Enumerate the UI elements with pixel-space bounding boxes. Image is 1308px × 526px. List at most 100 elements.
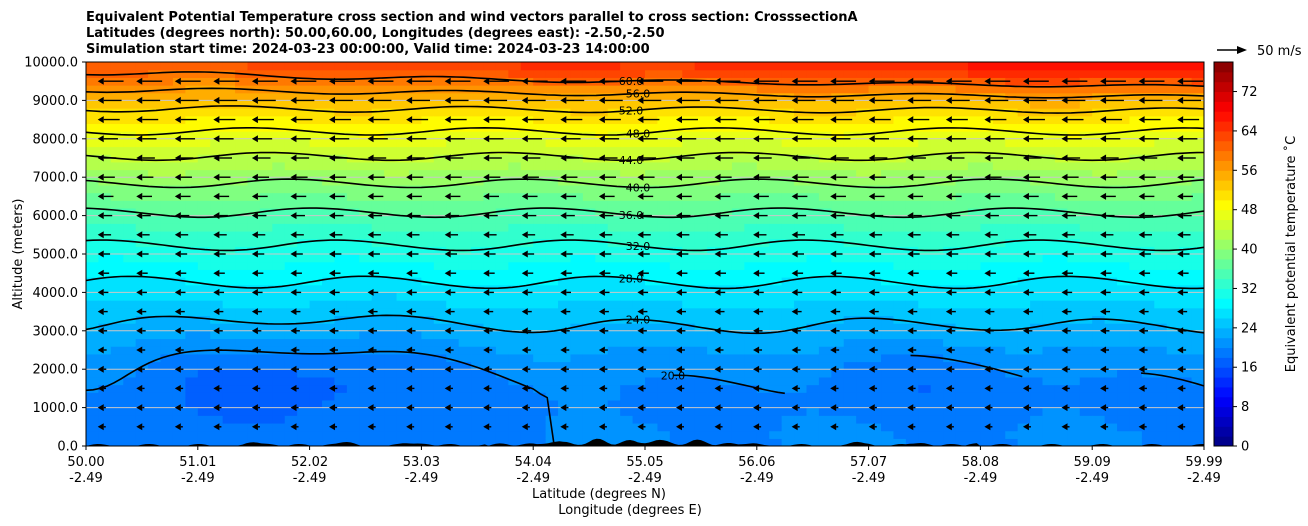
field-cell [396, 177, 410, 186]
field-cell [471, 108, 485, 117]
field-cell [918, 200, 932, 209]
field-cell [992, 230, 1006, 240]
field-cell [1067, 184, 1081, 194]
field-cell [135, 85, 149, 94]
field-cell [682, 430, 696, 439]
field-cell [1067, 330, 1081, 340]
wind-arrow-icon [174, 404, 183, 412]
field-cell [645, 230, 659, 240]
field-cell [458, 184, 472, 194]
field-cell [1079, 407, 1093, 416]
field-cell [955, 361, 969, 370]
field-cell [731, 138, 745, 148]
wind-arrow-icon [136, 327, 146, 335]
field-cell [570, 254, 584, 263]
field-cell [433, 338, 447, 347]
field-cell [297, 261, 311, 270]
field-cell [495, 69, 509, 78]
field-cell [918, 369, 932, 378]
field-cell [1017, 184, 1031, 194]
field-cell [769, 292, 783, 301]
field-cell [148, 138, 162, 148]
field-cell [967, 330, 981, 340]
field-cell [1017, 392, 1031, 401]
field-cell [483, 376, 497, 386]
field-cell [235, 161, 249, 171]
field-cell [1017, 338, 1031, 347]
field-cell [1154, 92, 1168, 101]
field-cell [508, 138, 522, 148]
field-cell [259, 277, 273, 286]
field-cell [197, 254, 211, 263]
wind-arrow-icon [984, 154, 1004, 162]
wind-arrow-icon [251, 404, 261, 412]
wind-arrow-icon [830, 327, 840, 335]
field-cell [172, 438, 186, 446]
field-cell [694, 169, 708, 178]
field-cell [458, 292, 472, 301]
field-cell [1042, 392, 1056, 401]
field-cell [408, 108, 422, 117]
field-cell [992, 346, 1006, 355]
field-cell [458, 338, 472, 347]
field-cell [1042, 353, 1056, 363]
field-cell [980, 207, 994, 217]
field-cell [980, 62, 994, 71]
field-cell [967, 230, 981, 240]
field-cell [744, 123, 758, 132]
field-cell [918, 300, 932, 309]
field-cell [520, 108, 534, 117]
field-cell [1166, 215, 1180, 224]
field-cell [471, 361, 485, 370]
field-cell [458, 346, 472, 355]
field-cell [918, 254, 932, 263]
field-cell [794, 207, 808, 217]
field-cell [1067, 315, 1081, 324]
field-cell [86, 115, 100, 125]
field-cell [794, 223, 808, 232]
field-cell [881, 415, 895, 424]
field-cell [930, 307, 944, 317]
field-cell [272, 415, 286, 424]
field-cell [384, 177, 398, 186]
field-cell [371, 123, 385, 132]
field-cell [955, 131, 969, 140]
field-cell [334, 161, 348, 171]
field-cell [123, 292, 137, 301]
field-cell [1117, 300, 1131, 309]
field-cell [719, 161, 733, 171]
field-cell [446, 131, 460, 140]
field-cell [359, 85, 373, 94]
field-cell [794, 407, 808, 416]
field-cell [1005, 123, 1019, 132]
field-cell [806, 399, 820, 409]
field-cell [881, 292, 895, 301]
field-cell [322, 438, 336, 446]
field-cell [1117, 230, 1131, 240]
field-cell [632, 369, 646, 378]
field-cell [371, 422, 385, 432]
field-cell [930, 361, 944, 370]
field-cell [893, 207, 907, 217]
field-cell [694, 430, 708, 439]
field-cell [309, 300, 323, 309]
field-cell [408, 300, 422, 309]
field-cell [533, 438, 547, 446]
field-cell [458, 277, 472, 286]
field-cell [1104, 146, 1118, 155]
field-cell [1191, 307, 1204, 317]
field-cell [669, 92, 683, 101]
field-cell [558, 430, 572, 439]
field-cell [620, 384, 634, 393]
field-cell [943, 215, 957, 224]
field-cell [831, 407, 845, 416]
field-cell [1005, 346, 1019, 355]
field-cell [694, 330, 708, 340]
field-cell [396, 92, 410, 101]
field-cell [471, 169, 485, 178]
field-cell [694, 292, 708, 301]
field-cell [520, 292, 534, 301]
field-cell [272, 69, 286, 78]
field-cell [632, 138, 646, 148]
field-cell [1154, 415, 1168, 424]
